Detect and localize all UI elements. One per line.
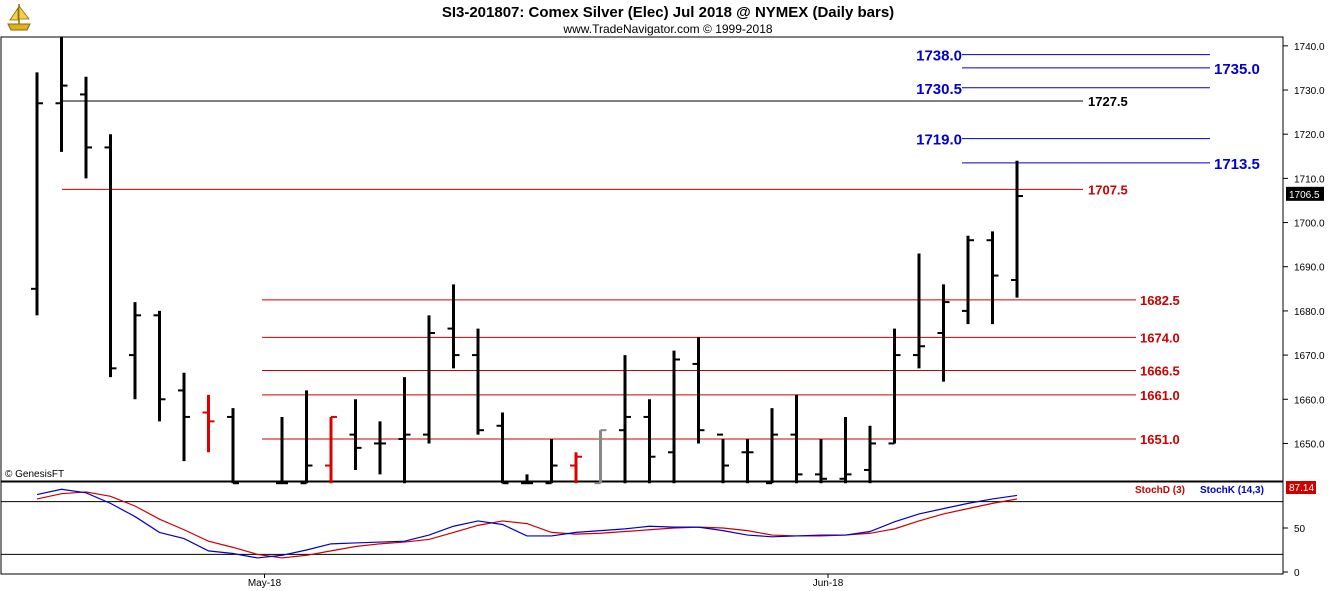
ohlc-bar <box>55 37 68 152</box>
ohlc-bar <box>962 235 974 325</box>
price-tick-label: 1730.0 <box>1294 86 1325 97</box>
ohlc-bar <box>227 408 239 485</box>
level-label: 1727.5 <box>1088 94 1128 109</box>
ohlc-bar <box>496 412 509 485</box>
level-label: 1730.5 <box>916 81 962 98</box>
ohlc-bar <box>276 416 288 485</box>
stoch-tick-label: 50 <box>1294 524 1306 535</box>
level-label: 1707.5 <box>1088 182 1128 197</box>
current-price-label: 1706.5 <box>1289 190 1320 201</box>
ohlc-bar <box>423 315 435 444</box>
ohlc-bar <box>619 355 631 484</box>
level-label: 1666.5 <box>1140 364 1180 379</box>
level-label: 1651.0 <box>1140 432 1180 447</box>
ohlc-bar <box>202 394 215 453</box>
ohlc-bar <box>447 284 460 369</box>
ohlc-bar <box>545 439 558 485</box>
stoch-tick-label: 0 <box>1294 568 1300 579</box>
ohlc-bar <box>129 302 141 400</box>
ohlc-bar <box>349 399 362 470</box>
price-tick-label: 1740.0 <box>1294 42 1325 53</box>
price-tick-label: 1680.0 <box>1294 307 1325 318</box>
ohlc-bar <box>398 377 411 484</box>
watermark: © GenesisFT <box>5 469 64 480</box>
stochastic-axis: 0 50 87.14 <box>1283 481 1316 579</box>
ohlc-bar <box>913 253 925 369</box>
legend-stoch-k: StochK (14,3) <box>1200 485 1264 496</box>
level-label: 1719.0 <box>916 132 962 149</box>
ohlc-bar <box>472 328 484 435</box>
level-label: 1661.0 <box>1140 388 1180 403</box>
ohlc-bar <box>104 134 117 378</box>
ohlc-bar <box>717 433 729 484</box>
ohlc-bar <box>937 284 950 382</box>
price-tick-label: 1650.0 <box>1294 439 1325 450</box>
ohlc-bar <box>741 439 754 484</box>
price-tick-label: 1670.0 <box>1294 351 1325 362</box>
legend-stoch-d: StochD (3) <box>1135 485 1185 496</box>
ohlc-bar <box>888 328 901 445</box>
chart-subtitle: www.TradeNavigator.com © 1999-2018 <box>562 22 772 36</box>
ohlc-bar <box>1011 160 1023 298</box>
ohlc-bar <box>178 372 190 462</box>
date-tick-label: May-18 <box>248 578 282 589</box>
ohlc-bar <box>839 416 852 484</box>
ohlc-bar <box>521 474 533 485</box>
stoch-value-label: 87.14 <box>1289 483 1314 494</box>
ohlc-bar <box>986 231 999 325</box>
level-label: 1682.5 <box>1140 293 1180 308</box>
date-axis: May-18 Jun-18 <box>248 574 844 589</box>
stoch-value-box <box>1286 481 1316 494</box>
price-panel <box>0 36 1284 482</box>
ohlc-bar <box>643 399 656 484</box>
ohlc-bar <box>668 350 680 484</box>
ohlc-bar <box>374 421 386 475</box>
price-levels: 1738.0 1735.0 1730.5 1727.5 1719.0 1713.5 1707… <box>60 48 1260 447</box>
price-bars <box>31 37 1023 485</box>
current-price-box <box>1286 186 1324 201</box>
stoch_k-line <box>36 488 1018 559</box>
ohlc-bar <box>153 310 166 422</box>
ohlc-bar <box>692 337 705 444</box>
chart-title: SI3-201807: Comex Silver (Elec) Jul 2018… <box>442 4 894 21</box>
ohlc-bar <box>815 439 827 484</box>
stochastic-lines: StochD (3) StochK (14,3) <box>1 485 1283 559</box>
header-bg <box>0 0 1336 36</box>
date-tick-label: Jun-18 <box>813 578 844 589</box>
price-tick-label: 1690.0 <box>1294 263 1325 274</box>
price-tick-label: 1700.0 <box>1294 219 1325 230</box>
stochastic-panel <box>0 481 1284 575</box>
ohlc-bar <box>570 452 582 484</box>
ohlc-bar <box>325 415 337 484</box>
price-tick-label: 1660.0 <box>1294 395 1325 406</box>
level-label: 1738.0 <box>916 48 962 65</box>
ohlc-bar <box>80 76 92 179</box>
level-label: 1674.0 <box>1140 330 1180 345</box>
price-tick-label: 1710.0 <box>1294 174 1325 185</box>
ohlc-bar <box>300 390 313 485</box>
price-tick-label: 1720.0 <box>1294 130 1325 141</box>
ohlc-bar <box>594 429 607 485</box>
ohlc-bar <box>31 72 43 316</box>
pirate-ship-logo-icon <box>4 2 34 34</box>
level-label: 1735.0 <box>1214 61 1260 78</box>
price-axis: 1650.0 1660.0 1670.0 1680.0 1690.0 1700.0 1710… <box>1283 42 1325 450</box>
ohlc-bar <box>864 425 876 484</box>
ohlc-bar <box>766 408 778 485</box>
level-label: 1713.5 <box>1214 156 1260 173</box>
ohlc-bar <box>790 394 803 484</box>
